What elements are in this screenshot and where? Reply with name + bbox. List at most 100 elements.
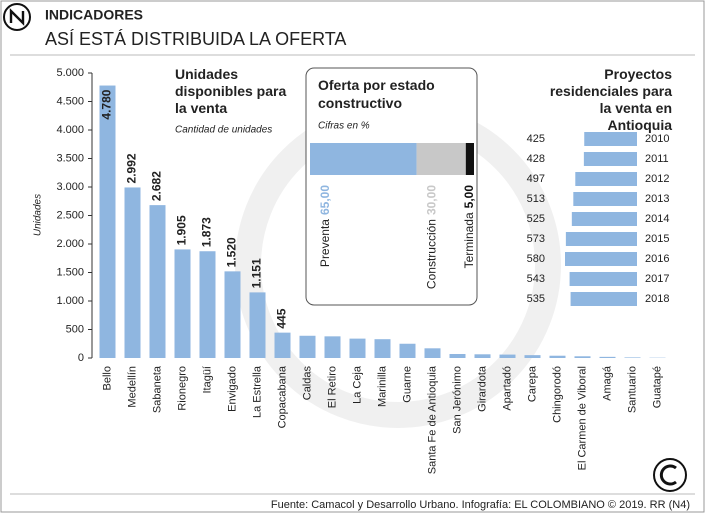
x-tick-label: Santa Fe de Antioquia [426, 365, 438, 474]
value-label: 1.151 [250, 258, 264, 288]
source: Fuente: Camacol y Desarrollo Urbano. Inf… [271, 499, 690, 511]
x-tick-label: La Estrella [251, 365, 263, 418]
x-tick-label: Sabaneta [151, 365, 163, 413]
y-tick-label: 2012 [645, 173, 669, 185]
bar [174, 249, 191, 358]
value-label: 543 [527, 273, 545, 285]
y-tick-label: 2016 [645, 253, 669, 265]
y-tick-label: 2018 [645, 293, 669, 305]
legend-label: Construcción [425, 219, 439, 289]
bar [349, 338, 366, 358]
bar-segment [416, 143, 466, 175]
page-title: ASÍ ESTÁ DISTRIBUIDA LA OFERTA [45, 29, 346, 49]
segment-label: Construcción 30,00 [425, 185, 439, 289]
bar [324, 336, 341, 358]
value-label: 2.992 [125, 153, 139, 183]
y-tick-label: 0 [78, 352, 84, 364]
bar [569, 272, 637, 286]
panel [305, 67, 478, 306]
bar [474, 354, 491, 358]
y-tick-label: 2017 [645, 273, 669, 285]
chart-title: Unidades disponibles para la venta [175, 66, 286, 116]
y-tick-label: 2015 [645, 233, 669, 245]
x-tick-label: Rionegro [176, 366, 188, 411]
value-label: 513 [527, 193, 545, 205]
bar [224, 271, 241, 358]
value-label: 1.520 [225, 237, 239, 267]
x-tick-label: Copacabana [276, 365, 288, 428]
bar [575, 172, 637, 186]
section: INDICADORES [45, 7, 143, 23]
x-tick-label: San Jerónimo [451, 366, 463, 434]
value-label: 445 [275, 308, 289, 328]
value-label: 4.780 [100, 89, 114, 119]
bar-segment [310, 143, 417, 175]
x-tick-label: La Ceja [351, 365, 363, 404]
x-tick-label: Amagá [601, 365, 613, 401]
bar [399, 343, 416, 358]
y-axis-label: Unidades [33, 194, 44, 236]
value-label: 428 [527, 153, 545, 165]
chart-title: Proyectos residenciales para la venta en An… [550, 66, 672, 133]
value-label: 65,00 [318, 185, 332, 215]
legend-label: Terminada [462, 212, 476, 268]
value-label: 425 [527, 133, 545, 145]
value-label: 1.905 [175, 215, 189, 245]
bar [424, 348, 441, 358]
y-tick-label: 2010 [645, 133, 669, 145]
value-label: 573 [527, 233, 545, 245]
y-tick-label: 2011 [645, 153, 669, 165]
bar [624, 357, 641, 358]
y-tick-label: 4.000 [56, 124, 84, 136]
y-tick-label: 2013 [645, 193, 669, 205]
value-label: 1.873 [200, 217, 214, 247]
bar [249, 292, 266, 358]
chart-title: Oferta por estado constructivo [318, 77, 435, 111]
brand-logo [653, 458, 687, 492]
x-tick-label: Bello [101, 366, 113, 390]
x-tick-label: Guatapé [651, 366, 663, 408]
bar [99, 85, 116, 358]
bar [583, 152, 637, 166]
y-tick-label: 2014 [645, 213, 669, 225]
bar [124, 187, 141, 358]
chart-subtitle: Cantidad de unidades [175, 125, 272, 136]
x-tick-label: El Carmen de Viboral [576, 366, 588, 470]
bar [574, 356, 591, 358]
bar [524, 355, 541, 358]
bar [570, 292, 637, 306]
x-tick-label: Apartadó [501, 366, 513, 411]
x-tick-label: Carepa [526, 365, 538, 402]
bar [599, 356, 616, 358]
y-tick-label: 3.000 [56, 181, 84, 193]
bar [549, 355, 566, 358]
bar [584, 132, 637, 146]
bar [565, 232, 637, 246]
x-tick-label: Chingorodó [551, 366, 563, 423]
legend-label: Preventa [318, 219, 332, 267]
y-tick-label: 2.500 [56, 209, 84, 221]
segment-label: Terminada 5,00 [462, 185, 476, 269]
value-label: 2.682 [150, 171, 164, 201]
y-tick-label: 4.500 [56, 95, 84, 107]
bar-segment [465, 143, 474, 175]
bar [449, 354, 466, 358]
x-tick-label: Caldas [301, 366, 313, 401]
chart-subtitle: Cifras en % [318, 121, 370, 132]
logo-mark [9, 8, 25, 26]
y-tick-label: 1.000 [56, 295, 84, 307]
x-tick-label: Marinilla [376, 365, 388, 407]
bar [499, 354, 516, 358]
bar [274, 332, 291, 358]
value-label: 535 [527, 293, 545, 305]
value-label: 580 [527, 253, 545, 265]
value-label: 30,00 [425, 185, 439, 215]
value-label: 497 [527, 173, 545, 185]
bar [573, 192, 637, 206]
value-label: 525 [527, 213, 545, 225]
y-tick-label: 1.500 [56, 266, 84, 278]
bar [571, 212, 637, 226]
value-label: 5,00 [462, 185, 476, 209]
x-tick-label: Envigado [226, 366, 238, 412]
